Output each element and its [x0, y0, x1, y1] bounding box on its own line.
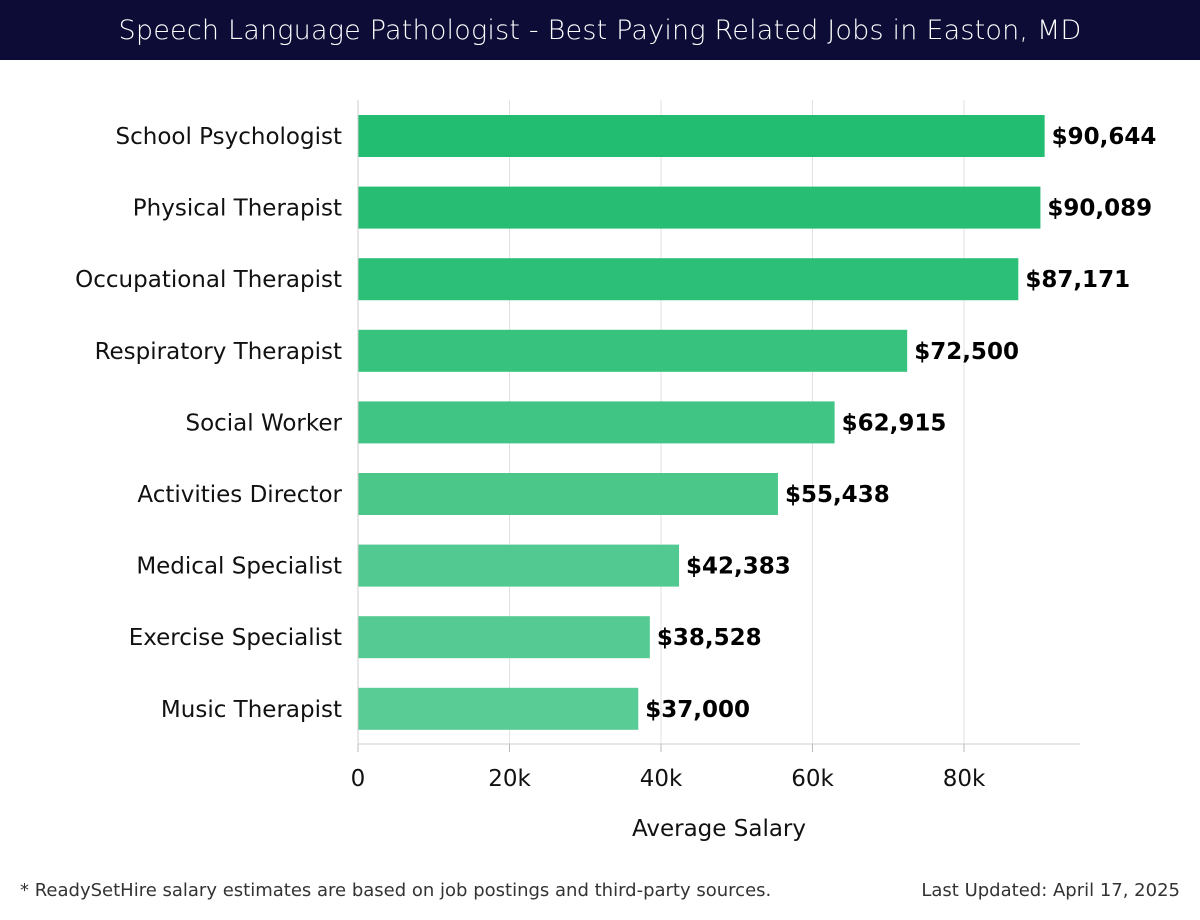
category-label: Physical Therapist — [133, 196, 342, 222]
value-labels: $90,644 $90,089 $87,171 $72,500 $62,915 $55,4… — [645, 124, 1156, 723]
x-tick-label: 60k — [791, 766, 834, 792]
bar — [358, 329, 908, 372]
category-label: Music Therapist — [161, 697, 342, 723]
category-label: Occupational Therapist — [75, 267, 342, 293]
chart-title: Speech Language Pathologist - Best Payin… — [118, 14, 1082, 46]
bar — [358, 544, 680, 587]
x-tick-label: 20k — [488, 766, 531, 792]
category-label: Respiratory Therapist — [95, 339, 342, 365]
value-label: $87,171 — [1025, 267, 1130, 293]
x-tick-label: 40k — [640, 766, 683, 792]
bar — [358, 473, 778, 515]
bar — [358, 115, 1045, 157]
bar — [358, 258, 1019, 301]
x-axis: 0 20k 40k 60k 80k — [351, 100, 1080, 792]
bar — [358, 687, 639, 730]
bar — [358, 401, 835, 444]
value-label: $38,528 — [657, 625, 762, 651]
bar — [358, 616, 650, 659]
category-label: School Psychologist — [116, 124, 342, 150]
category-label: Social Worker — [185, 410, 342, 436]
value-label: $37,000 — [645, 697, 750, 723]
bars — [358, 115, 1045, 730]
value-label: $42,383 — [686, 554, 791, 580]
chart-header: Speech Language Pathologist - Best Payin… — [0, 0, 1200, 60]
value-label: $90,644 — [1052, 124, 1157, 150]
last-updated: Last Updated: April 17, 2025 — [921, 880, 1180, 901]
salary-bar-chart: School Psychologist Physical Therapist Occ… — [75, 100, 1156, 842]
footer-note: * ReadySetHire salary estimates are base… — [20, 880, 772, 901]
x-tick-label: 80k — [943, 766, 986, 792]
x-axis-title: Average Salary — [632, 816, 806, 842]
category-label: Exercise Specialist — [129, 625, 342, 651]
x-tick-label: 0 — [351, 766, 366, 792]
category-label: Medical Specialist — [136, 554, 342, 580]
value-label: $62,915 — [842, 410, 947, 436]
value-label: $72,500 — [914, 339, 1019, 365]
value-label: $90,089 — [1047, 196, 1152, 222]
bar — [358, 186, 1041, 229]
value-label: $55,438 — [785, 482, 890, 508]
category-labels: School Psychologist Physical Therapist Occ… — [75, 124, 342, 723]
category-label: Activities Director — [137, 482, 342, 508]
